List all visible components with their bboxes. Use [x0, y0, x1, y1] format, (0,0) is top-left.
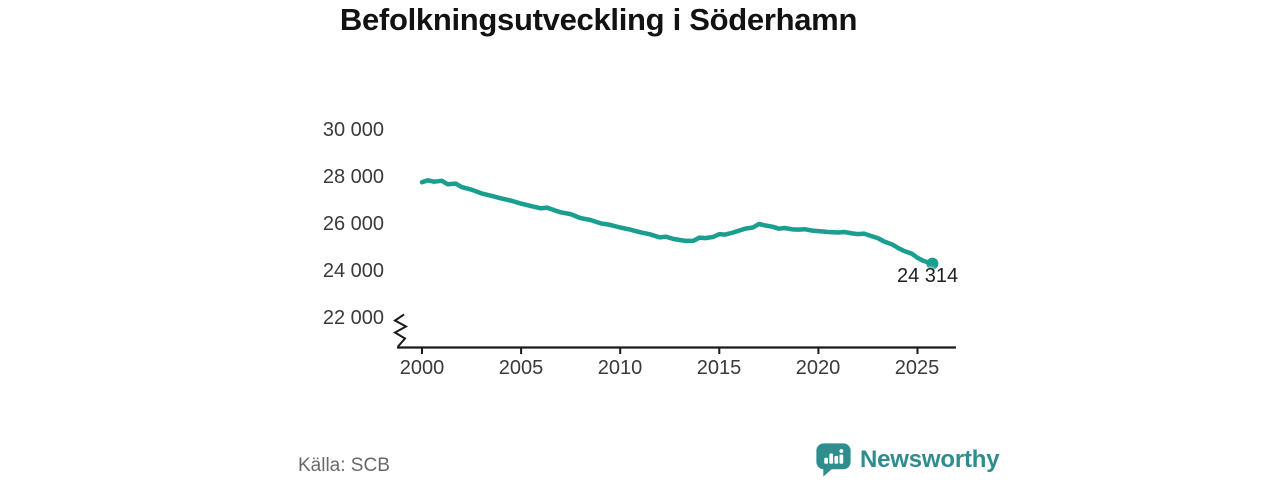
axis-break-zigzag — [392, 313, 409, 348]
y-axis-tick-label: 22 000 — [322, 307, 384, 329]
brand-name: Newsworthy — [860, 446, 1000, 473]
y-axis-tick-label: 30 000 — [322, 119, 384, 141]
chart-title: Befolkningsutveckling i Söderhamn — [339, 2, 858, 37]
y-axis-tick-label: 28 000 — [322, 166, 384, 188]
newsworthy-bars-bubble-icon — [816, 443, 851, 477]
x-axis-tick-label: 2010 — [597, 357, 643, 379]
source-note: Källa: SCB — [298, 455, 390, 476]
x-axis-tick-label: 2025 — [894, 357, 940, 379]
x-axis-tick-label: 2005 — [498, 357, 544, 379]
x-axis-tick-label: 2000 — [399, 357, 445, 379]
x-axis-tick-label: 2020 — [795, 357, 841, 379]
last-value-label: 24 314 — [897, 265, 959, 287]
y-axis-tick-label: 24 000 — [322, 260, 384, 282]
population-line — [419, 178, 935, 266]
newsworthy-logo: Newsworthy — [815, 442, 1000, 478]
y-axis-tick-label: 26 000 — [322, 213, 384, 235]
x-axis-tick-label: 2015 — [696, 357, 742, 379]
